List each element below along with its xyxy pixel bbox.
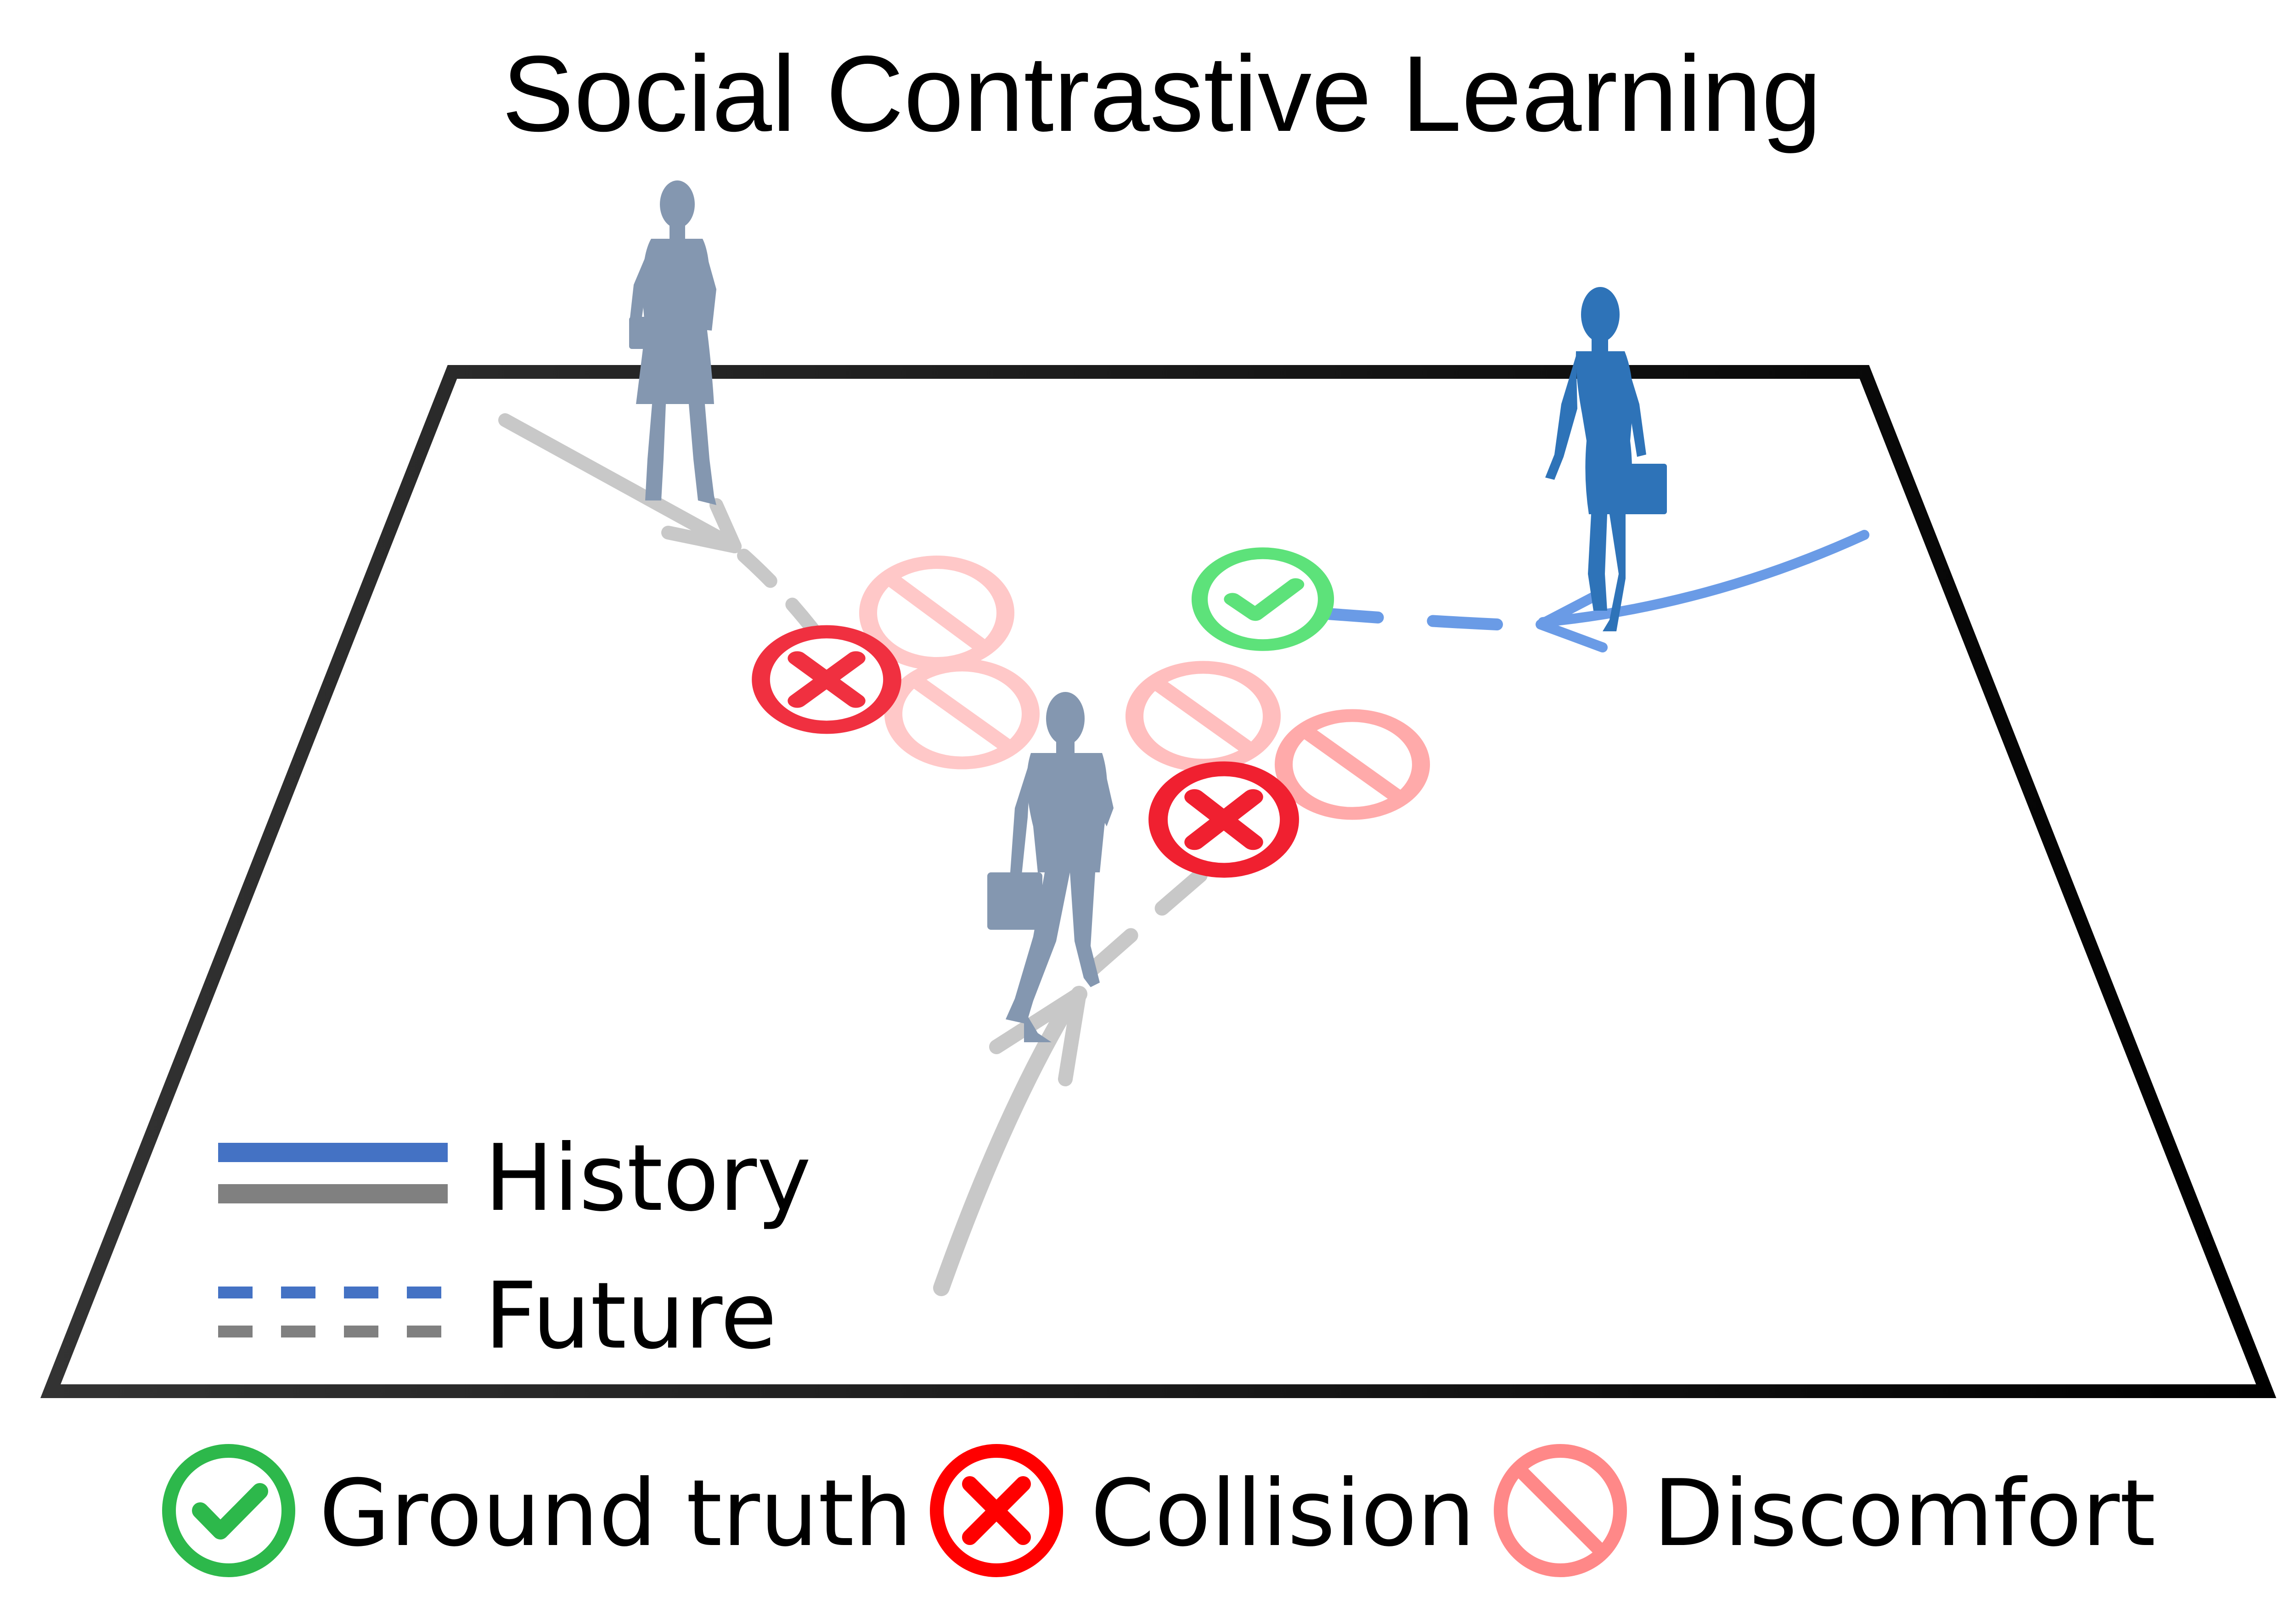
ground-truth-marker [1191, 547, 1334, 651]
discomfort-marker [884, 658, 1040, 770]
check-circle-icon [162, 1444, 295, 1577]
ground-plane [40, 365, 2277, 1398]
line-legend: History Future [218, 1125, 811, 1370]
history-label: History [484, 1125, 811, 1232]
briefcase-icon [987, 872, 1042, 930]
arrowhead-blue [1536, 592, 1608, 652]
ground-truth-label: Ground truth [319, 1460, 912, 1567]
no-entry-circle-icon [1494, 1444, 1627, 1577]
trajectory-history-blue [1538, 530, 1869, 627]
collision-label: Collision [1091, 1460, 1475, 1567]
trajectory-history-gray-top [498, 413, 742, 553]
collision-marker [752, 625, 901, 734]
collision-marker [1148, 761, 1299, 878]
future-label: Future [484, 1263, 777, 1370]
pedestrian-woman-right [1545, 287, 1667, 631]
x-circle-icon [930, 1444, 1063, 1577]
pedestrian-woman-top-left [629, 180, 716, 505]
diagram-title: Social Contrastive Learning [502, 33, 1822, 154]
discomfort-marker [1274, 709, 1430, 820]
marker-legend: Ground truth Collision Discomfort [162, 1444, 2155, 1577]
trajectory-future-gray-bottom [1086, 842, 1238, 976]
pedestrian-man-bottom [987, 692, 1114, 1042]
discomfort-label: Discomfort [1653, 1460, 2155, 1567]
briefcase-icon [1623, 464, 1667, 514]
handbag-icon [629, 317, 654, 349]
arrowhead-gray-top [661, 498, 742, 553]
